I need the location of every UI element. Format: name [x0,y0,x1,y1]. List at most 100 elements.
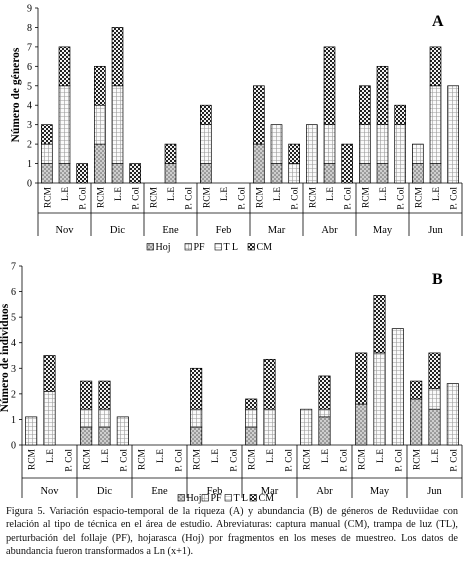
bar-segment-pf [394,124,406,184]
technique-label: RCM [149,186,159,208]
bar-segment-hoj [270,163,283,184]
technique-label: L.E [114,187,124,201]
technique-label: RCM [308,186,318,208]
bar-segment-pf [373,352,386,446]
bar-segment-pf [80,408,93,428]
technique-label: L.E [266,449,276,463]
technique-label: RCM [361,186,371,208]
bar-segment-cm [373,295,386,354]
bar-segment-pf [43,390,56,446]
bar-segment-cm [410,380,423,400]
bar-segment-pf [94,104,106,145]
bar-segment-hoj [111,163,124,184]
legend-label: T L [234,493,249,504]
bar-segment-hoj [164,163,177,184]
technique-label: P. Col [339,449,349,472]
bar-segment-pf [200,124,212,164]
technique-label: P. Col [64,449,74,472]
bar-segment-pf [429,85,442,164]
technique-label: RCM [358,448,368,470]
y-tick-label: 6 [27,62,32,73]
month-label: Mar [268,225,286,236]
technique-label: L.E [376,449,386,463]
month-label: Nov [40,486,59,497]
technique-label: RCM [28,448,38,470]
bar-segment-pf [41,143,53,164]
chart-a-plot: 0 1 2 3 4 5 6 7 8 9 RCM L.E P. Col Nov RCM L.E P. Col Dic… [10,4,463,253]
bar-segment-cm [263,358,276,410]
technique-label: RCM [303,448,313,470]
figure-caption: Figura 5. Variación espacio-temporal de … [6,505,458,559]
bar-segment-hoj [428,408,441,446]
bar-segment-cm [76,163,88,184]
bar-segment-cm [80,380,93,410]
bar-segment-cm [359,85,371,126]
bar-segment-cm [190,367,203,410]
bar-segment-cm [111,27,124,87]
bar-segment-cm [376,65,389,126]
bar-segment-pf [300,408,313,446]
y-tick-label: 9 [27,4,32,15]
technique-label: L.E [431,449,441,463]
bar-segment-cm [429,46,442,87]
y-tick-label: 8 [27,23,32,34]
month-label: Nov [55,225,74,236]
technique-label: L.E [211,449,221,463]
bar-segment-pf [428,388,441,410]
legend-label: CM [257,242,273,253]
bar-segment-pf [116,416,129,446]
bar-segment-hoj [94,143,106,184]
bar-segment-pf [376,124,389,164]
technique-label: RCM [43,186,53,208]
technique-label: RCM [248,448,258,470]
y-tick-label: 4 [11,338,16,349]
legend-label: PF [194,242,206,253]
technique-label: L.E [432,187,442,201]
bar-segment-pf [263,408,276,446]
technique-label: RCM [83,448,93,470]
bar-segment-cm [355,352,368,405]
legend-swatch [146,243,154,251]
y-tick-label: 4 [27,101,32,112]
bar-segment-pf [25,416,38,446]
month-label: Feb [216,225,232,236]
technique-label: L.E [220,187,230,201]
bar-segment-hoj [58,163,71,184]
technique-label: RCM [255,186,265,208]
bar-segment-hoj [253,143,265,184]
bar-segment-pf [446,383,459,446]
technique-label: L.E [273,187,283,201]
bar-segment-cm [428,352,441,390]
legend-swatch [177,494,185,502]
month-label: Jun [427,486,442,497]
y-tick-label: 2 [27,140,32,151]
technique-label: L.E [379,187,389,201]
technique-label: L.E [167,187,177,201]
legend-swatch [247,243,255,251]
bar-segment-hoj [245,426,258,446]
bar-segment-hoj [323,163,336,184]
chart-b-plot: 0 1 2 3 4 5 6 7 RCM L.E P. Col Nov RCM L.E P. Col Dic RC… [0,262,463,504]
bar-segment-hoj [41,163,53,184]
bar-segment-cm [43,355,56,392]
technique-label: RCM [413,448,423,470]
bar-segment-cm [318,375,331,410]
legend-swatch [249,494,257,502]
bar-segment-hoj [376,163,389,184]
caption-label: Figura 5. [6,506,46,517]
technique-label: RCM [202,186,212,208]
y-tick-label: 0 [27,179,32,190]
technique-label: P. Col [174,449,184,472]
legend-label: CM [259,493,275,504]
y-tick-label: 5 [11,313,16,324]
technique-label: L.E [321,449,331,463]
legend-label: T L [224,242,239,253]
bar-segment-cm [41,124,53,145]
bar-segment-hoj [355,403,368,446]
legend-swatch [201,494,209,502]
month-label: Mar [261,486,279,497]
technique-label: P. Col [185,187,195,210]
month-label: May [373,225,393,236]
bar-segment-pf [111,85,124,164]
technique-label: P. Col [132,187,142,210]
